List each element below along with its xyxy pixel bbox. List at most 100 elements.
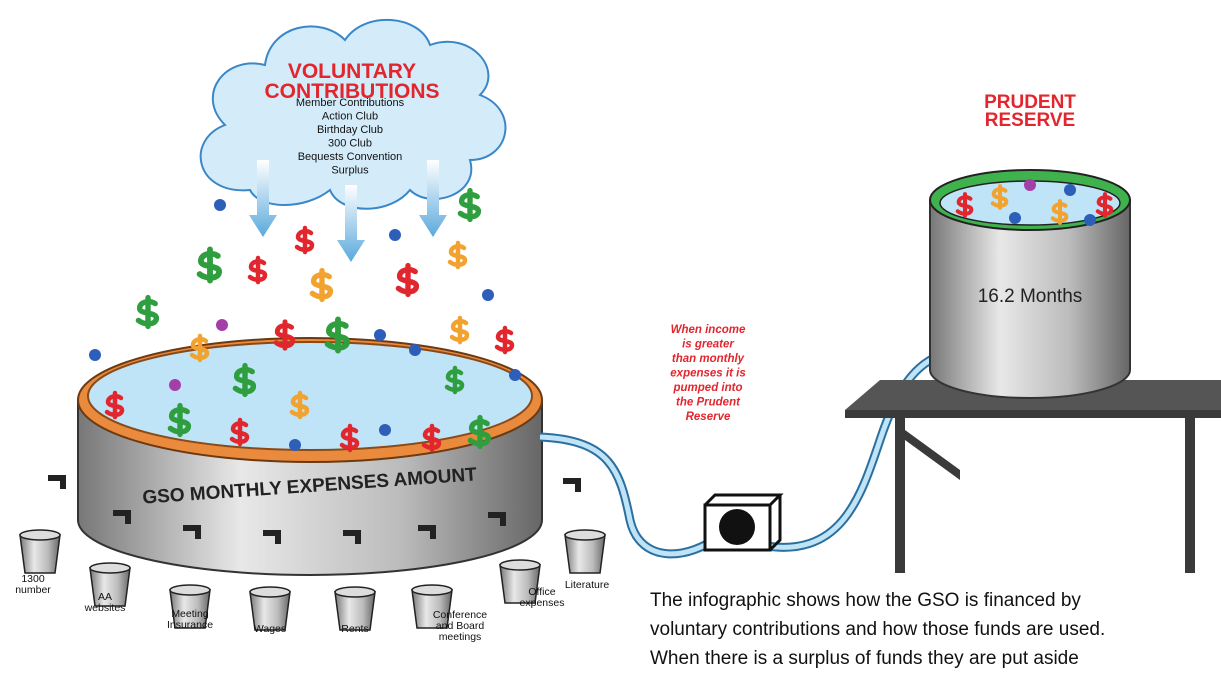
dollar-sign [447, 240, 468, 270]
dollar-sign [104, 390, 125, 420]
reserve-title: RESERVE [985, 110, 1075, 131]
dollar-sign [294, 225, 315, 255]
cloud-item: 300 Club [328, 138, 372, 150]
bucket-label: Meeting [171, 608, 209, 620]
dollar-sign [494, 325, 515, 355]
coin-blob [1084, 214, 1096, 226]
dollar-sign [955, 192, 974, 218]
bucket-label: websites [84, 602, 126, 614]
bucket-label: Literature [565, 579, 610, 591]
note-line: Reserve [686, 411, 731, 423]
note-line: the Prudent [676, 397, 741, 409]
dollar-sign [339, 423, 360, 453]
bucket-label: Conference [433, 609, 487, 621]
dollar-sign [232, 362, 257, 398]
table [845, 380, 1221, 573]
reserve-amount: 16.2 Months [978, 286, 1083, 307]
bucket-rim [89, 562, 131, 574]
bucket-rim [499, 559, 541, 571]
coin-blob [379, 424, 391, 436]
note-line: pumped into [673, 382, 743, 394]
dollar-sign [289, 390, 310, 420]
tap [343, 530, 361, 544]
dollar-sign [421, 423, 442, 453]
note-line: is greater [682, 339, 734, 351]
coin-blob [89, 349, 101, 361]
note-line: When income [671, 324, 746, 336]
bucket-label: number [15, 584, 51, 596]
coin-blob [1064, 184, 1076, 196]
hose [539, 434, 722, 557]
coin-blob [509, 369, 521, 381]
coin-blob [409, 344, 421, 356]
tap [48, 475, 66, 489]
dollar-sign [467, 414, 492, 450]
note-line: expenses it is [670, 368, 745, 380]
coin-blob [1024, 179, 1036, 191]
bucket-rim [411, 584, 453, 596]
dollar-sign [1095, 192, 1114, 218]
caption-line: The infographic shows how the GSO is fin… [650, 590, 1081, 611]
cloud-arrows [249, 160, 447, 262]
dollar-sign [324, 316, 351, 354]
bucket-label: Office [528, 586, 555, 598]
dollar-sign [229, 417, 250, 447]
dollar-sign [449, 315, 470, 345]
caption-line: voluntary contributions and how those fu… [650, 619, 1106, 640]
tap [563, 478, 581, 492]
bucket-rim [334, 586, 376, 598]
reserve-title: PRUDENT [984, 92, 1076, 113]
bucket-label: Wages [254, 623, 286, 635]
coin-blob [216, 319, 228, 331]
tap [418, 525, 436, 539]
dollar-sign [167, 402, 192, 438]
cloud-item: Member Contributions [296, 97, 405, 109]
cloud-item: Surplus [331, 165, 369, 177]
dollar-sign [990, 184, 1009, 210]
bucket-label: and Board [436, 620, 485, 632]
bucket-label: expenses [520, 597, 565, 609]
cloud-item: Bequests Convention [298, 151, 403, 163]
coin-blob [482, 289, 494, 301]
cloud-title: VOLUNTARY [288, 60, 416, 83]
cloud-item: Birthday Club [317, 124, 383, 136]
tank [929, 169, 1131, 399]
taps-and-buckets [19, 475, 606, 631]
caption-line: When there is a surplus of funds they ar… [650, 648, 1079, 669]
note-line: than monthly [672, 353, 745, 365]
dollar-sign [135, 294, 160, 330]
dollar-sign [1050, 199, 1069, 225]
coin-blob [214, 199, 226, 211]
coin-blob [169, 379, 181, 391]
tap [488, 512, 506, 526]
tap [263, 530, 281, 544]
bucket-rim [169, 584, 211, 596]
coin-blob [374, 329, 386, 341]
dollar-sign [247, 255, 268, 285]
dollar-signs [89, 179, 1114, 453]
cloud-item: Action Club [322, 111, 378, 123]
coin-blob [389, 229, 401, 241]
dollar-sign [273, 319, 296, 351]
bucket-rim [564, 529, 606, 541]
coin-blob [289, 439, 301, 451]
bucket-label: meetings [439, 631, 482, 643]
dollar-sign [395, 262, 420, 298]
dollar-sign [196, 246, 223, 284]
dollar-sign [444, 365, 465, 395]
bucket-rim [19, 529, 61, 541]
dollar-sign [189, 333, 210, 363]
dollar-sign [309, 267, 334, 303]
pool [77, 337, 543, 576]
bucket-label: Rents [341, 623, 368, 635]
hose [759, 349, 951, 550]
tap [183, 525, 201, 539]
bucket-label: AA [98, 591, 112, 603]
coin-blob [1009, 212, 1021, 224]
cloud-title: CONTRIBUTIONS [265, 80, 440, 103]
bucket-label: Insurance [167, 619, 213, 631]
bucket-label: 1300 [21, 573, 45, 585]
pump [703, 493, 784, 552]
